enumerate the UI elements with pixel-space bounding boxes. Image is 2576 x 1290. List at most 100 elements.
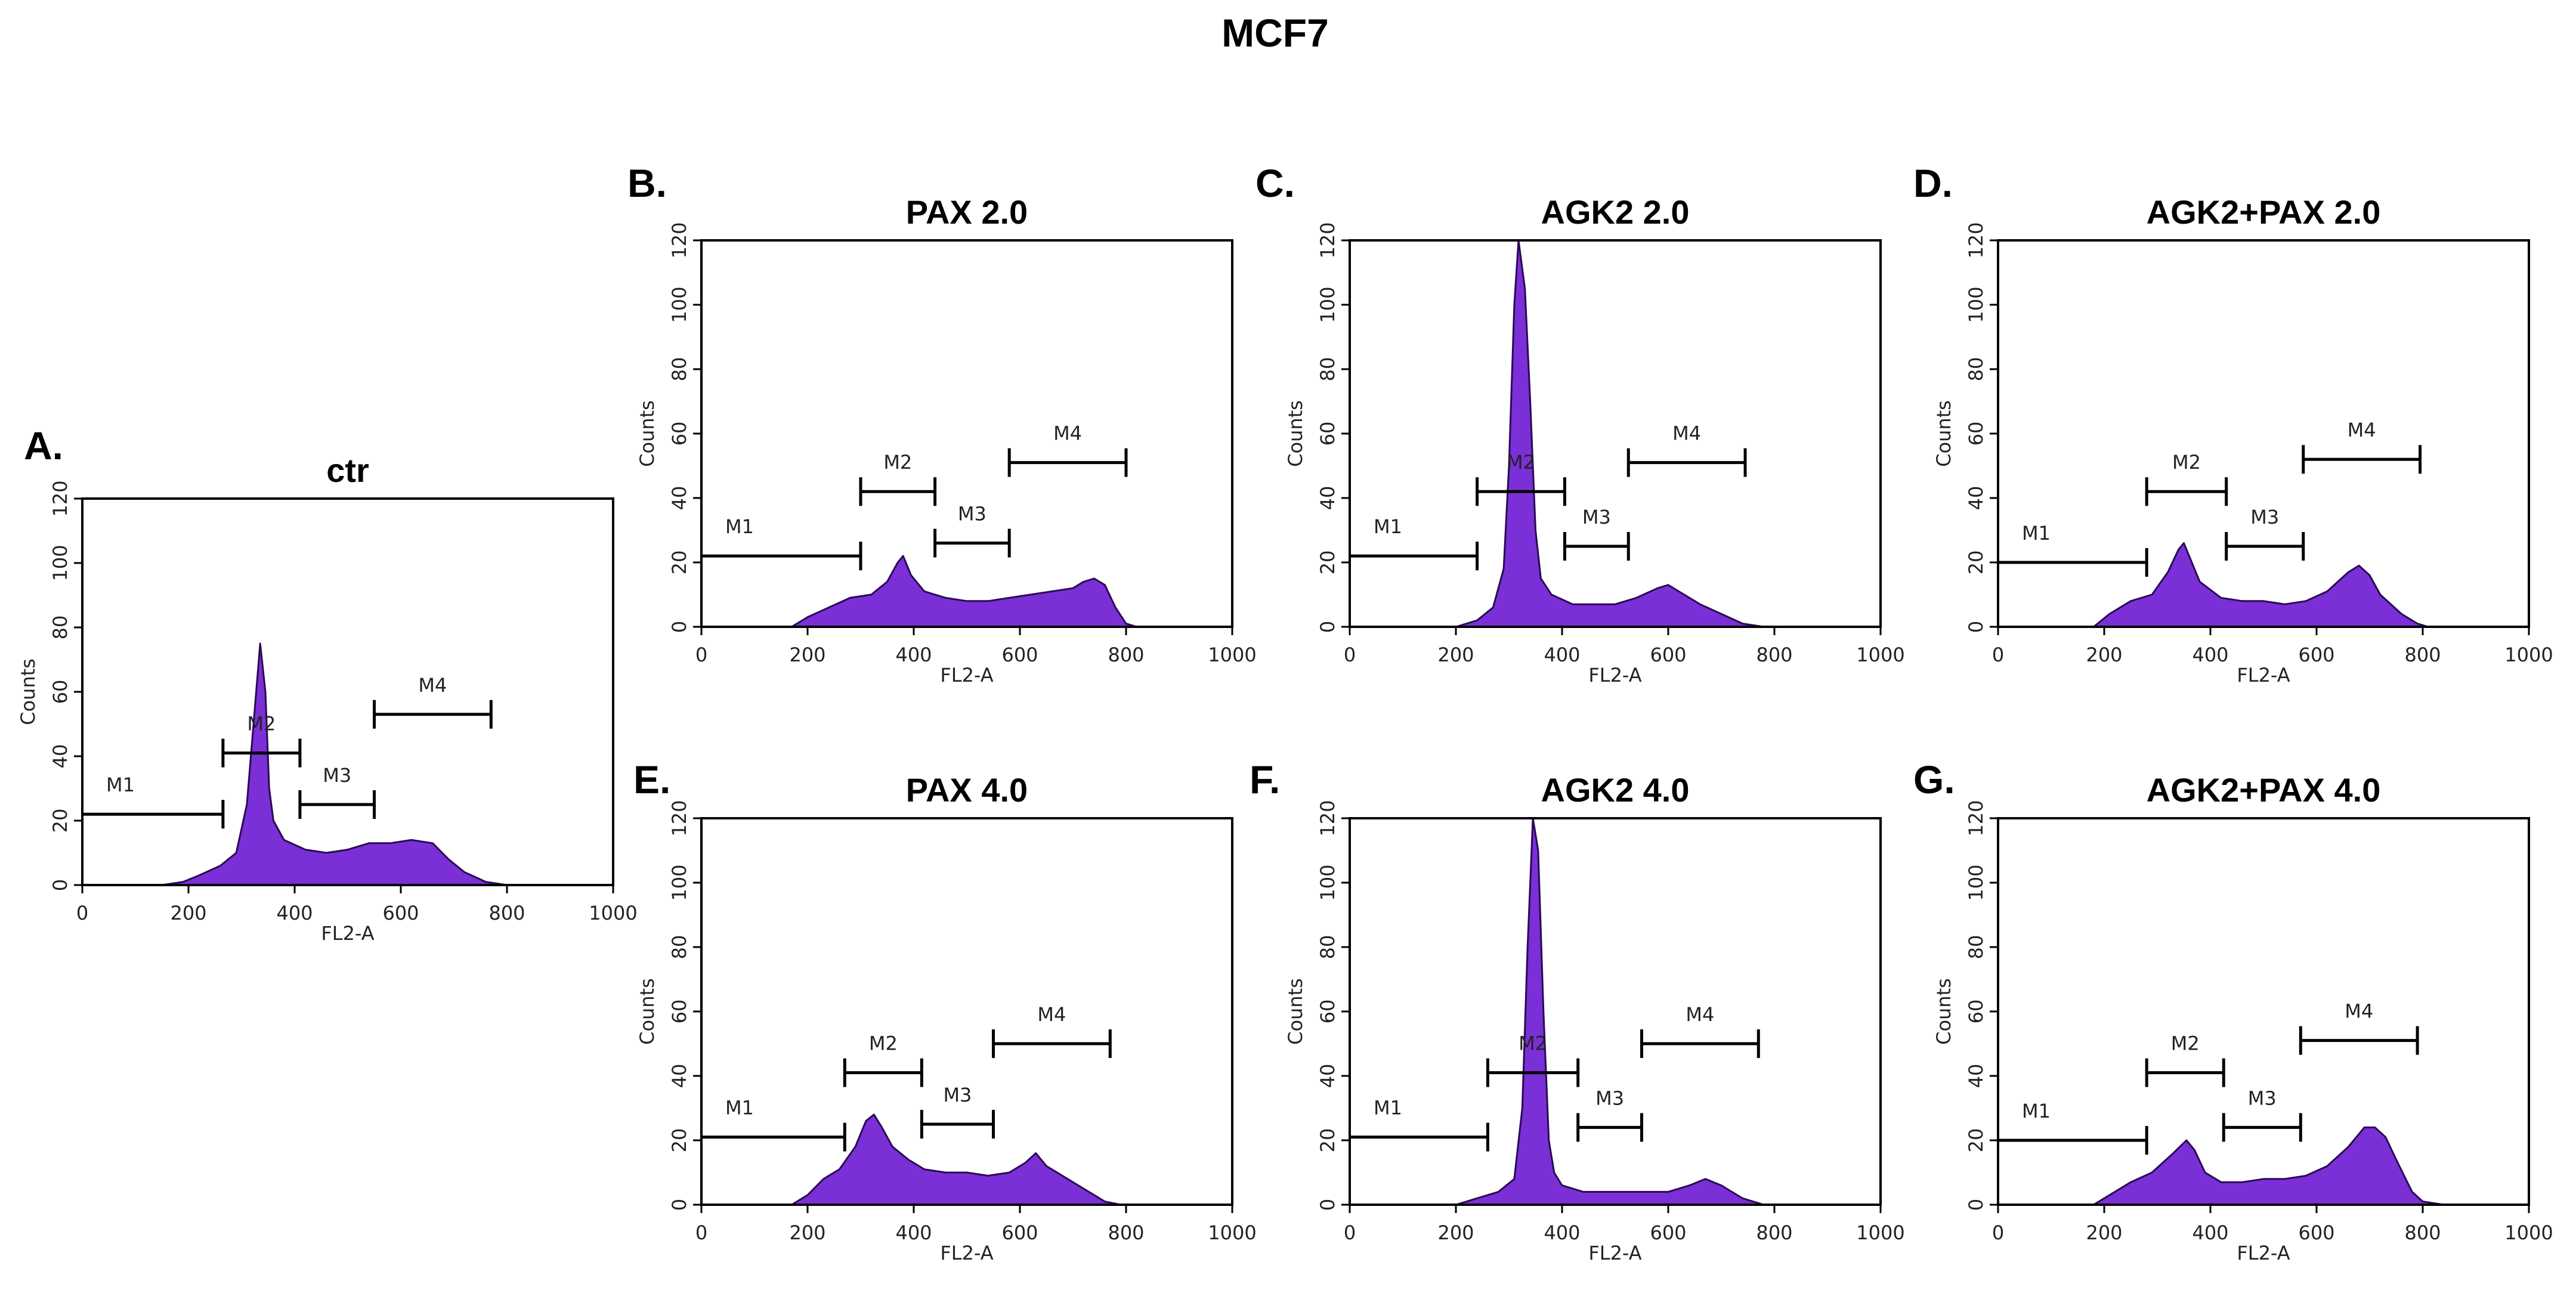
x-tick-label: 0 xyxy=(1344,1221,1356,1244)
marker-label: M1 xyxy=(1374,1097,1402,1119)
marker-m3: M3 xyxy=(1563,506,1630,561)
marker-m3: M3 xyxy=(2222,1087,2302,1142)
x-axis-label: FL2-A xyxy=(2237,1242,2290,1264)
histogram-area xyxy=(2092,1126,2445,1206)
marker-label: M1 xyxy=(2022,1100,2051,1122)
y-tick-label: 0 xyxy=(49,879,72,891)
y-tick-label: 100 xyxy=(668,286,691,323)
y-tick-label: 60 xyxy=(1965,422,1987,446)
marker-label: M2 xyxy=(247,713,276,735)
y-tick-label: 100 xyxy=(1316,286,1339,323)
y-tick-label: 100 xyxy=(49,545,72,581)
x-tick-label: 0 xyxy=(695,644,707,666)
x-tick-label: 600 xyxy=(2298,644,2334,666)
panel-f: F. AGK2 4.0 0 200 400 600 800 1000 0 20 40 60 80 100 1… xyxy=(1250,757,1905,1264)
y-tick-label: 60 xyxy=(1965,1000,1987,1024)
y-tick-label: 40 xyxy=(49,744,72,769)
panel-title: PAX 2.0 xyxy=(906,193,1028,231)
x-tick-label: 0 xyxy=(1992,644,2004,666)
y-tick-label: 80 xyxy=(1316,935,1339,960)
marker-m4: M4 xyxy=(992,1003,1112,1058)
x-tick-label: 200 xyxy=(1437,1221,1474,1244)
plot-frame xyxy=(700,817,1233,1206)
y-tick-label: 0 xyxy=(668,621,691,633)
marker-m2: M2 xyxy=(859,451,937,506)
marker-label: M3 xyxy=(1582,506,1611,528)
x-tick-label: 400 xyxy=(1544,1221,1580,1244)
y-tick-label: 40 xyxy=(1316,486,1339,511)
x-tick-label: 200 xyxy=(170,902,206,924)
y-tick-label: 120 xyxy=(668,800,691,836)
y-tick-label: 40 xyxy=(1316,1064,1339,1088)
y-tick-label: 120 xyxy=(1316,800,1339,836)
marker-label: M2 xyxy=(883,451,912,474)
panel-title: AGK2 2.0 xyxy=(1541,193,1690,231)
marker-label: M4 xyxy=(1037,1003,1066,1026)
plot-frame xyxy=(1997,817,2530,1206)
marker-m3: M3 xyxy=(920,1084,995,1139)
histogram-area xyxy=(790,555,1138,628)
y-tick-label: 80 xyxy=(1965,357,1987,382)
y-tick-label: 120 xyxy=(1316,222,1339,258)
marker-label: M3 xyxy=(1595,1087,1624,1109)
marker-label: M4 xyxy=(1672,422,1701,445)
marker-label: M4 xyxy=(2348,419,2376,441)
histogram-area xyxy=(790,1113,1122,1206)
marker-label: M1 xyxy=(106,774,135,796)
x-axis-label: FL2-A xyxy=(940,1242,993,1264)
y-axis-label: Counts xyxy=(1932,978,1955,1045)
marker-m2: M2 xyxy=(2145,1032,2225,1087)
marker-m1: M1 xyxy=(701,1097,846,1152)
x-tick-label: 0 xyxy=(1992,1221,2004,1244)
x-tick-label: 400 xyxy=(1544,644,1580,666)
marker-m2: M2 xyxy=(221,713,302,768)
y-tick-label: 40 xyxy=(668,1064,691,1088)
y-axis-label: Counts xyxy=(636,978,658,1045)
y-tick-label: 60 xyxy=(1316,422,1339,446)
y-tick-label: 80 xyxy=(1965,935,1987,960)
marker-label: M2 xyxy=(2172,451,2201,474)
marker-m1: M1 xyxy=(701,515,862,571)
marker-m1: M1 xyxy=(82,774,225,829)
x-axis-label: FL2-A xyxy=(1588,664,1641,686)
x-tick-label: 600 xyxy=(382,902,419,924)
x-tick-label: 200 xyxy=(2086,1221,2122,1244)
y-tick-label: 80 xyxy=(668,357,691,382)
panel-title: AGK2+PAX 4.0 xyxy=(2147,771,2381,809)
y-tick-label: 40 xyxy=(1965,486,1987,511)
plot-frame xyxy=(700,239,1233,628)
marker-label: M1 xyxy=(725,1097,754,1119)
x-tick-label: 200 xyxy=(2086,644,2122,666)
y-tick-label: 60 xyxy=(668,422,691,446)
x-tick-label: 400 xyxy=(2192,644,2228,666)
marker-label: M3 xyxy=(2250,506,2279,528)
x-tick-label: 200 xyxy=(789,1221,825,1244)
y-axis-label: Counts xyxy=(1932,400,1955,467)
marker-m2: M2 xyxy=(843,1032,923,1087)
x-tick-label: 800 xyxy=(1108,644,1144,666)
y-tick-label: 80 xyxy=(1316,357,1339,382)
x-tick-label: 800 xyxy=(1756,1221,1792,1244)
marker-label: M2 xyxy=(869,1032,898,1055)
x-tick-label: 200 xyxy=(789,644,825,666)
x-tick-label: 400 xyxy=(895,1221,932,1244)
marker-m1: M1 xyxy=(1998,1100,2148,1155)
x-tick-label: 0 xyxy=(1344,644,1356,666)
marker-label: M3 xyxy=(943,1084,972,1106)
panel-letter: A. xyxy=(24,423,63,468)
histogram-area xyxy=(161,642,508,886)
x-tick-label: 1000 xyxy=(2504,1221,2553,1244)
x-axis-label: FL2-A xyxy=(1588,1242,1641,1264)
panel-e: E. PAX 4.0 0 200 400 600 800 1000 0 20 40 60 80 100 12… xyxy=(633,757,1257,1264)
x-tick-label: 0 xyxy=(695,1221,707,1244)
histogram-area xyxy=(2092,542,2429,628)
panel-title: AGK2 4.0 xyxy=(1541,771,1690,809)
panel-title: PAX 4.0 xyxy=(906,771,1028,809)
histogram-area xyxy=(1455,817,1765,1206)
plot-frame xyxy=(81,497,614,886)
marker-label: M3 xyxy=(958,503,987,525)
x-tick-label: 400 xyxy=(895,644,932,666)
y-tick-label: 0 xyxy=(668,1199,691,1211)
y-tick-label: 100 xyxy=(1316,864,1339,901)
panel-title: ctr xyxy=(326,451,369,489)
